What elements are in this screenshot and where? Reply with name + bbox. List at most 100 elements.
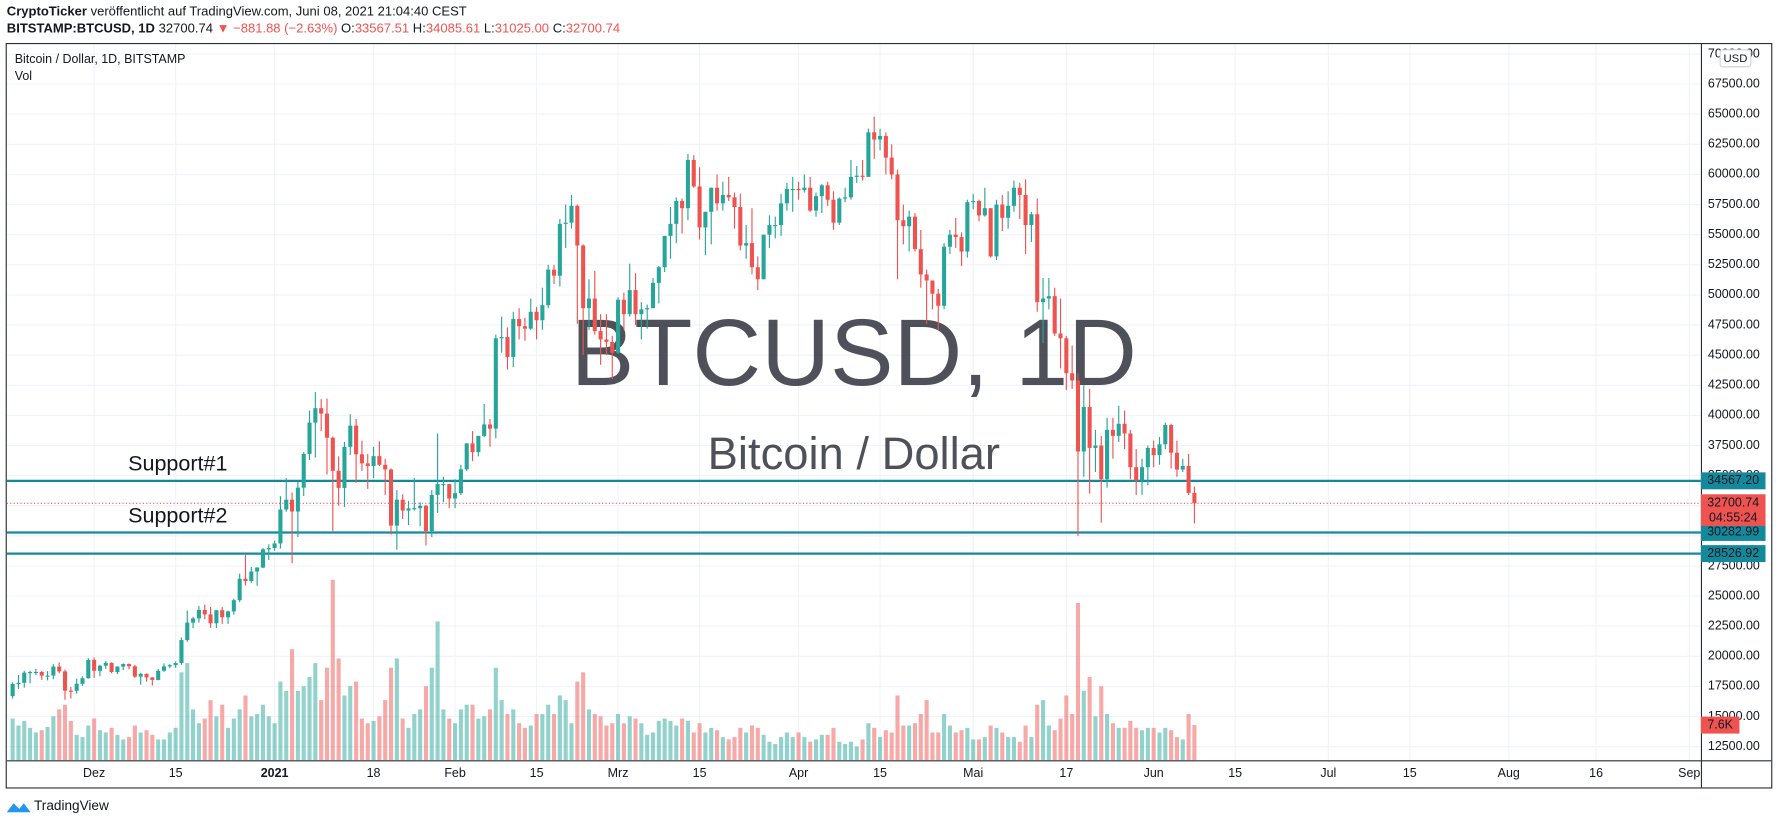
volume-bar (1105, 713, 1110, 761)
candle-body (592, 298, 597, 332)
candle-body (1070, 373, 1075, 381)
volume-bar (208, 700, 213, 761)
volume-bar (377, 716, 382, 761)
volume-bar (51, 716, 56, 761)
volume-bar (1017, 741, 1022, 761)
candle-body (1000, 204, 1005, 218)
currency-badge[interactable] (1719, 49, 1752, 68)
volume-bar (685, 720, 690, 761)
candle-body (388, 469, 394, 526)
support-label: 28526.92 (1707, 546, 1759, 560)
candle-body (336, 470, 341, 488)
candle-body (1157, 444, 1162, 456)
candle-body (1023, 194, 1028, 226)
volume-bar (505, 713, 510, 761)
candle-body (1134, 467, 1139, 481)
candle-body (127, 664, 132, 667)
volume-bar (400, 718, 405, 761)
candle-body (132, 666, 137, 677)
volume-bar (971, 739, 976, 761)
candle-body (208, 614, 213, 624)
volume-bar (1192, 725, 1197, 761)
volume-bar (249, 716, 254, 761)
candle-body (1116, 423, 1121, 436)
volume-bar (680, 718, 685, 761)
x-tick-label: 17 (1059, 766, 1073, 780)
candle-body (965, 202, 970, 252)
candle-body (33, 671, 38, 674)
candle-body (1093, 445, 1098, 448)
volume-bar (901, 725, 906, 761)
volume-bar (1186, 713, 1191, 761)
last: 32700.74 (159, 21, 213, 36)
footer-brand[interactable]: TradingView (34, 798, 109, 813)
currency: USD (1724, 53, 1748, 65)
candle-body (784, 188, 789, 204)
x-tick-label: Dez (83, 766, 105, 780)
candle-body (1035, 214, 1040, 303)
candle-body (307, 422, 312, 454)
volume-bar (214, 716, 219, 761)
support-note: Support#2 (128, 503, 227, 527)
x-tick-label: Feb (444, 766, 466, 780)
volume-bar (132, 725, 137, 761)
candle-body (1163, 425, 1168, 445)
last-price-bg (1700, 494, 1766, 526)
candle-body (68, 690, 73, 692)
candle-body (214, 610, 219, 624)
volume-bar (97, 730, 102, 761)
volume-bar (1174, 737, 1179, 761)
volume-bar (627, 716, 632, 761)
candle-body (1174, 452, 1179, 470)
candle-body (761, 234, 766, 280)
volume-bar (1000, 732, 1005, 761)
volume-bar (487, 709, 493, 761)
volume-bar (284, 690, 289, 761)
volume-bar (1006, 737, 1011, 761)
volume-label-bg (1700, 716, 1740, 734)
l-label: L: (484, 21, 495, 36)
volume-bar (33, 732, 38, 761)
volume-bar (80, 737, 85, 761)
volume-bar (1157, 732, 1162, 761)
volume-bar (848, 741, 853, 761)
volume-bar (953, 732, 958, 761)
volume-bar (388, 667, 394, 761)
volume-bar (144, 730, 149, 761)
candle-body (1006, 205, 1011, 218)
volume-bar (668, 720, 673, 761)
volume-bar (604, 725, 609, 761)
candle-body (220, 610, 225, 618)
candle-body (767, 225, 772, 235)
volume-bar (895, 695, 900, 761)
candle-body (423, 505, 429, 532)
candle-body (394, 499, 399, 526)
volume-bar (185, 663, 190, 761)
candle-body (185, 622, 190, 641)
volume-bar (255, 713, 260, 761)
volume-bar (761, 734, 766, 761)
volume-bar (878, 737, 883, 761)
candle-body (581, 245, 586, 309)
volume-bar (324, 667, 330, 761)
candle-body (936, 293, 941, 306)
volume-bar (1139, 730, 1145, 761)
volume-bar (278, 681, 283, 761)
candle-body (115, 666, 120, 672)
volume-bar (1041, 700, 1046, 761)
volume-bar (738, 727, 743, 761)
candle-body (586, 298, 592, 309)
candle-body (383, 464, 388, 470)
volume-bar (453, 723, 458, 761)
candle-body (92, 659, 97, 671)
candle-body (377, 456, 382, 465)
volume-bar (342, 695, 347, 761)
volume-bar (103, 732, 108, 761)
volume-bar (1169, 730, 1174, 761)
candle-body (1029, 214, 1034, 226)
y-tick-label: 65000.00 (1708, 107, 1760, 121)
support-label: 30282.99 (1707, 525, 1759, 539)
volume-bar (976, 739, 982, 761)
candle-body (976, 200, 982, 216)
